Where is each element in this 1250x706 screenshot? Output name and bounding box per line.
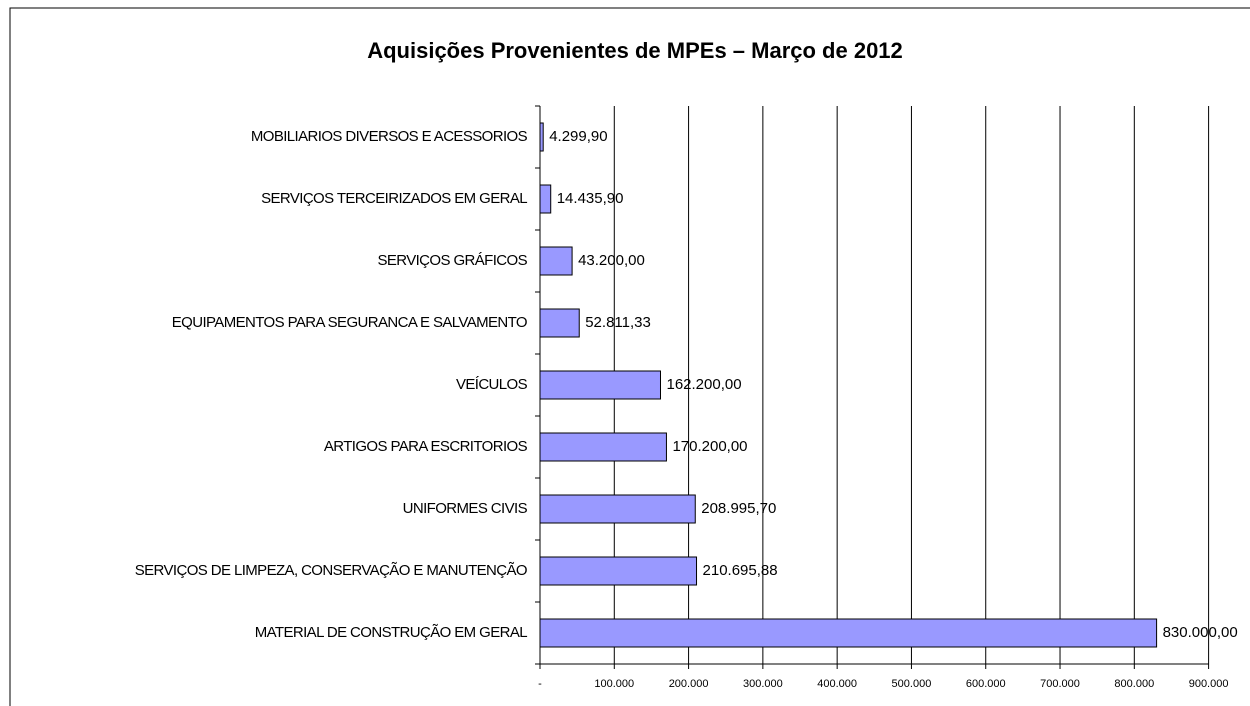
data-label: 162.200,00 [666, 376, 741, 393]
x-tick-label: 600.000 [966, 678, 1006, 690]
x-tick-label: 200.000 [669, 678, 709, 690]
x-tick-label: 500.000 [892, 678, 932, 690]
y-tick-label: ARTIGOS PARA ESCRITORIOS [324, 438, 528, 455]
bar [539, 494, 696, 524]
bar [539, 184, 552, 214]
x-tick-label: 300.000 [743, 678, 783, 690]
x-tick-label: 100.000 [594, 678, 634, 690]
bar [539, 370, 661, 400]
y-tick-label: SERVIÇOS TERCEIRIZADOS EM GERAL [261, 190, 527, 207]
x-tick-label: - [538, 678, 542, 690]
y-tick-label: SERVIÇOS GRÁFICOS [377, 252, 527, 269]
data-label: 4.299,90 [549, 128, 607, 145]
data-label: 14.435,90 [557, 190, 624, 207]
bar [539, 246, 573, 276]
y-tick-label: MOBILIARIOS DIVERSOS E ACESSORIOS [251, 128, 528, 145]
bar [539, 432, 667, 462]
bar [539, 618, 1158, 648]
data-label: 170.200,00 [672, 438, 747, 455]
data-label: 43.200,00 [578, 252, 645, 269]
bar [539, 556, 698, 586]
y-tick-label: EQUIPAMENTOS PARA SEGURANCA E SALVAMENTO [172, 314, 527, 331]
bar [539, 308, 580, 338]
data-label: 208.995,70 [701, 500, 776, 517]
y-tick-label: UNIFORMES CIVIS [403, 500, 528, 517]
chart-title: Aquisições Provenientes de MPEs – Março … [367, 38, 903, 63]
y-tick-label: SERVIÇOS DE LIMPEZA, CONSERVAÇÃO E MANUT… [135, 562, 527, 579]
bar [539, 122, 544, 152]
y-tick-label: MATERIAL DE CONSTRUÇÃO EM GERAL [255, 624, 528, 641]
x-tick-label: 800.000 [1114, 678, 1154, 690]
x-tick-label: 700.000 [1040, 678, 1080, 690]
y-tick-label: VEÍCULOS [456, 376, 528, 393]
x-tick-label: 900.000 [1189, 678, 1229, 690]
x-tick-label: 400.000 [817, 678, 857, 690]
data-label: 830.000,00 [1163, 624, 1238, 641]
data-label: 210.695,88 [703, 562, 778, 579]
data-label: 52.811,33 [585, 314, 651, 331]
chart-frame [9, 7, 1250, 706]
